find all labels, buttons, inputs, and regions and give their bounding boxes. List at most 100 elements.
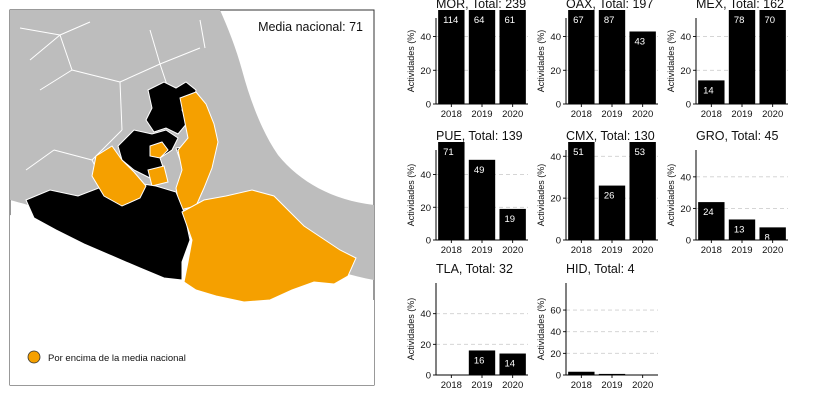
y-axis-label: Actividades (%) bbox=[536, 298, 546, 361]
chart-title: HID, Total: 4 bbox=[566, 262, 635, 276]
bar-value-label: 78 bbox=[734, 15, 745, 26]
y-axis-label: Actividades (%) bbox=[536, 164, 546, 227]
state-cmx bbox=[149, 141, 169, 159]
x-tick-label: 2018 bbox=[571, 245, 592, 256]
y-tick-label: 20 bbox=[420, 203, 431, 214]
chart-panel: 114 2018 64 2019 61 2020 0 20 40 Actividades (%) M… bbox=[406, 0, 528, 120]
x-tick-label: 2019 bbox=[601, 380, 622, 391]
y-tick-label: 0 bbox=[426, 100, 431, 111]
bar bbox=[728, 10, 756, 104]
bar-value-label: 13 bbox=[734, 224, 745, 235]
state-oax bbox=[181, 189, 357, 303]
y-tick-label: 40 bbox=[680, 172, 691, 183]
bar bbox=[629, 31, 656, 104]
x-tick-label: 2018 bbox=[571, 380, 592, 391]
bar bbox=[698, 202, 725, 240]
x-tick-label: 2019 bbox=[731, 109, 752, 120]
y-tick-label: 0 bbox=[686, 100, 691, 111]
y-tick-label: 0 bbox=[426, 371, 431, 382]
bar-value-label: 14 bbox=[703, 85, 714, 96]
bar bbox=[568, 371, 595, 375]
map-svg: Media nacional: 71 Por encima de la medi… bbox=[9, 9, 375, 386]
bar-value-label: 26 bbox=[604, 191, 615, 202]
state-mich bbox=[91, 145, 147, 207]
highlighted-states bbox=[25, 81, 357, 303]
x-tick-label: 2018 bbox=[441, 380, 462, 391]
y-tick-label: 20 bbox=[420, 340, 431, 351]
bar bbox=[499, 10, 526, 104]
x-tick-label: 2019 bbox=[601, 245, 622, 256]
bar-value-label: 87 bbox=[604, 15, 615, 26]
y-tick-label: 40 bbox=[420, 309, 431, 320]
x-tick-label: 2019 bbox=[731, 245, 752, 256]
bar-value-label: 24 bbox=[703, 207, 714, 218]
state-mor bbox=[147, 165, 169, 187]
bar bbox=[568, 142, 595, 240]
bar bbox=[499, 208, 526, 240]
bar-value-label: 3 bbox=[573, 377, 578, 388]
y-axis-label: Actividades (%) bbox=[666, 164, 676, 227]
x-tick-label: 2019 bbox=[471, 245, 492, 256]
x-tick-label: 2020 bbox=[762, 245, 783, 256]
y-tick-label: 40 bbox=[680, 32, 691, 43]
bar-value-label: 49 bbox=[474, 165, 485, 176]
map-annotation: Media nacional: 71 bbox=[258, 20, 363, 34]
y-axis-label: Actividades (%) bbox=[406, 164, 416, 227]
bar-value-label: 16 bbox=[474, 355, 485, 366]
x-tick-label: 2020 bbox=[632, 109, 653, 120]
y-axis-label: Actividades (%) bbox=[536, 30, 546, 93]
y-tick-label: 0 bbox=[686, 236, 691, 247]
bar bbox=[759, 10, 786, 104]
map-panel: Media nacional: 71 Por encima de la medi… bbox=[0, 0, 380, 391]
bar-value-label: 51 bbox=[573, 147, 584, 158]
chart-panel: 51 2018 26 2019 53 2020 0 20 40 Actividades (%) CM… bbox=[536, 129, 658, 256]
bar-value-label: 43 bbox=[634, 36, 645, 47]
bar bbox=[598, 373, 626, 375]
y-tick-label: 60 bbox=[550, 306, 561, 317]
bar-value-label: 61 bbox=[504, 15, 515, 26]
bar bbox=[698, 80, 725, 104]
bar bbox=[468, 159, 496, 240]
pacific-ocean bbox=[10, 215, 374, 385]
bar-value-label: 71 bbox=[443, 147, 454, 158]
bar bbox=[629, 142, 656, 240]
legend-swatch bbox=[27, 350, 41, 364]
bar bbox=[468, 350, 496, 375]
y-tick-label: 40 bbox=[550, 32, 561, 43]
x-tick-label: 2020 bbox=[632, 380, 653, 391]
chart-title: MEX, Total: 162 bbox=[696, 0, 784, 11]
x-tick-label: 2018 bbox=[571, 109, 592, 120]
legend-label: Por encima de la media nacional bbox=[48, 353, 186, 364]
bar bbox=[598, 185, 626, 240]
y-tick-label: 0 bbox=[556, 371, 561, 382]
bar bbox=[499, 353, 526, 375]
y-axis-label: Actividades (%) bbox=[406, 30, 416, 93]
chart-panel: 14 2018 78 2019 70 2020 0 20 40 Actividades (%) ME… bbox=[666, 0, 788, 120]
x-tick-label: 2020 bbox=[502, 245, 523, 256]
y-tick-label: 20 bbox=[680, 204, 691, 215]
y-tick-label: 20 bbox=[550, 66, 561, 77]
chart-title: GRO, Total: 45 bbox=[696, 129, 778, 143]
bar-value-label: 53 bbox=[634, 147, 645, 158]
chart-title: CMX, Total: 130 bbox=[566, 129, 655, 143]
state-mex bbox=[117, 129, 179, 179]
chart-title: MOR, Total: 239 bbox=[436, 0, 526, 11]
y-tick-label: 40 bbox=[420, 32, 431, 43]
y-tick-label: 0 bbox=[556, 236, 561, 247]
y-tick-label: 0 bbox=[556, 100, 561, 111]
bar bbox=[438, 142, 465, 240]
x-tick-label: 2020 bbox=[632, 245, 653, 256]
x-tick-label: 2019 bbox=[601, 109, 622, 120]
bar bbox=[568, 10, 595, 104]
bar bbox=[438, 10, 465, 104]
chart-panel: 2018 16 2019 14 2020 0 20 40 Actividades (%) TLA,… bbox=[406, 262, 528, 391]
bar bbox=[728, 219, 756, 240]
y-tick-label: 20 bbox=[550, 194, 561, 205]
x-tick-label: 2018 bbox=[701, 109, 722, 120]
y-axis-label: Actividades (%) bbox=[666, 30, 676, 93]
x-tick-label: 2019 bbox=[471, 380, 492, 391]
y-tick-label: 40 bbox=[550, 152, 561, 163]
state-borders bbox=[19, 19, 206, 201]
